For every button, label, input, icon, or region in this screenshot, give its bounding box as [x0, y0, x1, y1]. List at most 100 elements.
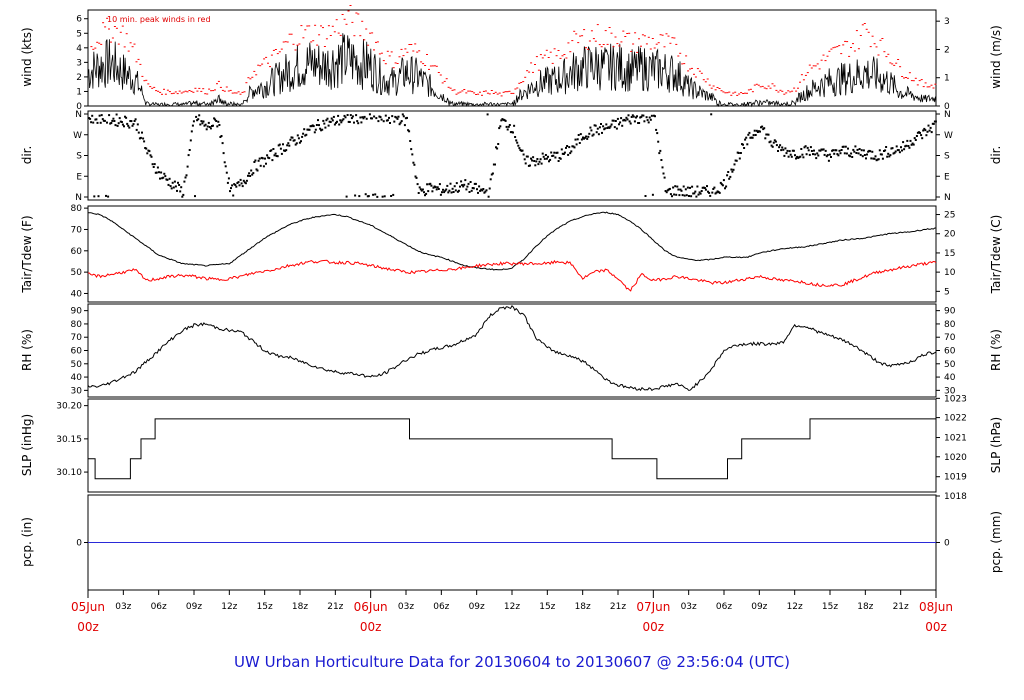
- dir-point: [923, 127, 926, 130]
- dir-point: [247, 174, 249, 177]
- dir-point: [276, 155, 279, 158]
- dir-point: [249, 175, 252, 177]
- slp-hpa-tick-label: 1018: [944, 492, 967, 502]
- ylabel-dir: dir.: [20, 146, 34, 165]
- dir-point: [332, 115, 335, 118]
- dir-point: [195, 115, 198, 118]
- dir-point: [880, 153, 883, 156]
- dir-point: [857, 152, 860, 155]
- dir-point: [893, 151, 896, 154]
- ylabel-slp-right: SLP (hPa): [989, 417, 1003, 473]
- dir-point: [423, 191, 425, 194]
- dir-point: [654, 115, 656, 118]
- dir-point: [916, 131, 919, 134]
- dir-point: [744, 138, 747, 141]
- dir-point: [854, 145, 857, 148]
- dir-point: [802, 156, 805, 159]
- dir-point: [809, 146, 812, 149]
- dir-point: [535, 160, 538, 163]
- rh-left-tick-label: 70: [71, 333, 83, 343]
- dir-point: [137, 131, 140, 134]
- dir-point: [722, 179, 725, 182]
- dir-tick-label: N: [75, 193, 82, 203]
- dir-point: [862, 149, 865, 152]
- dir-point: [313, 131, 316, 134]
- dir-point: [911, 142, 914, 145]
- dir-point: [481, 189, 484, 192]
- dir-point: [459, 185, 461, 188]
- dir-point: [398, 123, 401, 126]
- dir-point: [757, 130, 760, 133]
- day-tick-time: 00z: [925, 620, 947, 634]
- dir-point: [715, 191, 718, 194]
- dir-point: [582, 136, 584, 139]
- dir-point: [188, 149, 191, 151]
- dir-point: [372, 193, 375, 196]
- dir-point: [406, 116, 408, 119]
- dir-point: [800, 148, 803, 150]
- dir-point: [380, 118, 383, 121]
- dir-point: [271, 159, 274, 162]
- dir-point: [315, 124, 318, 126]
- dir-point: [220, 135, 223, 137]
- dir-point: [227, 177, 230, 180]
- dir-point: [392, 193, 395, 196]
- dir-point: [884, 149, 887, 152]
- dir-point: [826, 154, 829, 157]
- dir-point: [338, 123, 341, 126]
- sea-level-pressure-line: [87, 418, 936, 480]
- dir-point: [625, 116, 628, 119]
- hour-tick-label: 06z: [433, 602, 449, 612]
- dir-point: [591, 134, 594, 137]
- dir-point: [314, 128, 317, 131]
- dir-point: [95, 118, 98, 121]
- dir-point: [107, 195, 110, 198]
- dir-point: [891, 147, 894, 150]
- dir-point: [721, 184, 724, 187]
- dir-point: [681, 194, 684, 197]
- dir-point: [98, 114, 101, 117]
- dir-point: [289, 138, 292, 141]
- rh-left-tick-label: 40: [71, 373, 83, 383]
- hour-tick-label: 09z: [186, 602, 202, 612]
- dir-point: [222, 152, 225, 155]
- dir-point: [447, 191, 450, 194]
- dir-point: [207, 121, 210, 124]
- dir-point: [212, 124, 214, 127]
- dir-point: [682, 185, 685, 188]
- dir-point: [765, 133, 768, 136]
- dir-point: [650, 114, 653, 117]
- dir-point: [792, 149, 795, 152]
- dir-point: [814, 153, 817, 156]
- slp-inhg-tick-label: 30.15: [56, 435, 82, 445]
- dir-point: [235, 185, 238, 188]
- rh-left-tick-label: 90: [71, 307, 83, 317]
- day-tick-date: 08Jun: [919, 600, 953, 614]
- dir-point: [383, 195, 386, 198]
- dir-point: [565, 146, 567, 149]
- dir-point: [871, 150, 874, 153]
- dir-point: [490, 173, 493, 176]
- dir-point: [550, 151, 553, 154]
- wind-kts-tick-label: 3: [76, 58, 82, 68]
- wind-kts-tick-label: 2: [76, 73, 82, 83]
- dir-point: [181, 195, 184, 198]
- dir-point: [293, 139, 296, 142]
- dir-point: [159, 177, 161, 180]
- dir-point: [496, 147, 499, 150]
- dir-point: [847, 147, 849, 150]
- dir-point: [100, 114, 103, 117]
- rh-right-tick-label: 50: [944, 360, 956, 370]
- dir-point: [323, 122, 326, 125]
- dir-point: [217, 120, 220, 123]
- dir-point: [921, 137, 924, 140]
- dir-point: [685, 194, 688, 197]
- dir-point: [477, 191, 479, 194]
- dir-point: [927, 124, 930, 127]
- dir-point: [291, 136, 294, 139]
- dir-point: [161, 177, 164, 180]
- dir-point: [93, 195, 96, 198]
- rh-right-tick-label: 90: [944, 307, 956, 317]
- dir-point: [350, 117, 353, 120]
